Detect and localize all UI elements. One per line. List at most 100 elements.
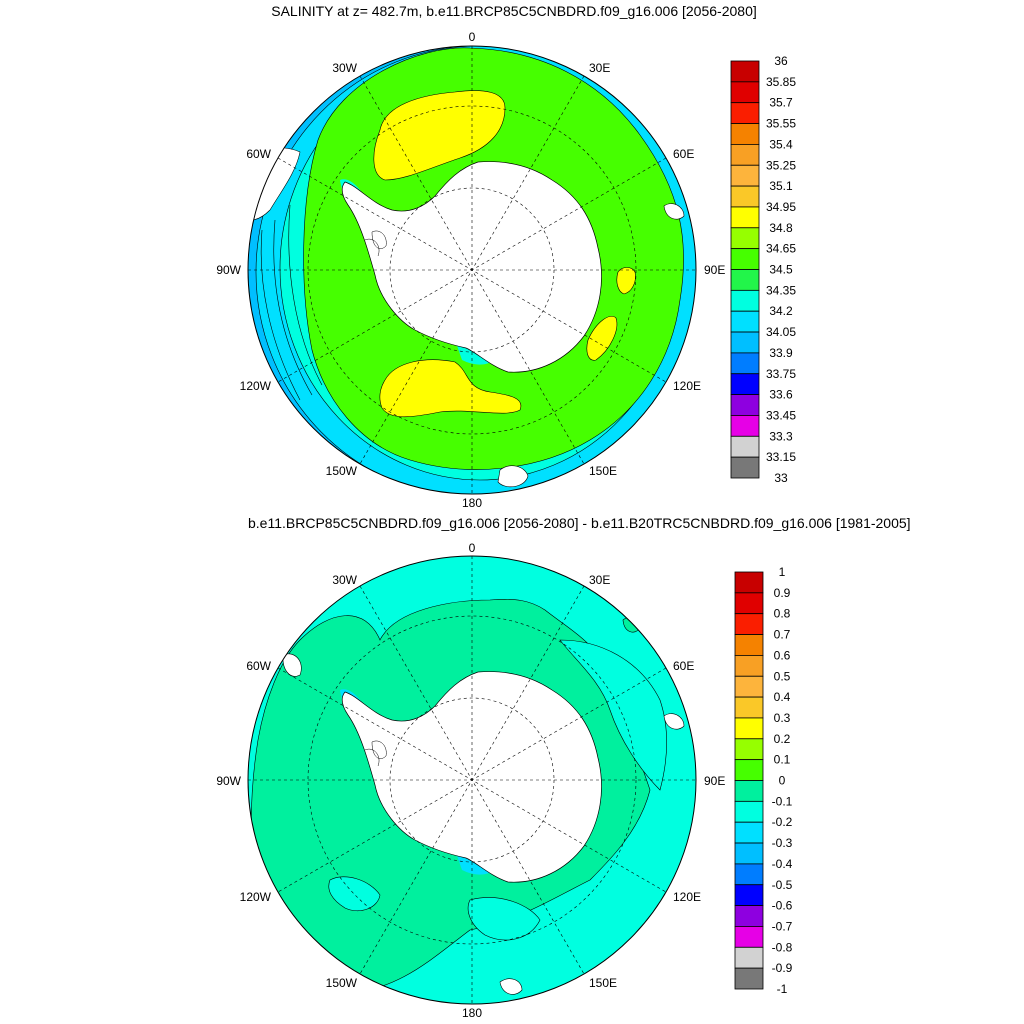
labelbar-label: 34.5 <box>769 263 793 277</box>
labelbar-label: 0.3 <box>774 711 791 725</box>
labelbar-box <box>734 800 764 823</box>
labelbar-box <box>730 123 760 145</box>
salinity-patch-indian-2 <box>586 316 618 361</box>
labelbar-label: 0 <box>779 774 786 788</box>
lon-label-0: 0 <box>469 30 476 44</box>
labelbar-label: -0.3 <box>772 836 793 850</box>
labelbar-label: 33.6 <box>769 388 793 402</box>
labelbar-box <box>730 352 760 375</box>
labelbar-label: 33.3 <box>769 429 793 443</box>
labelbar-box <box>734 905 764 927</box>
salinity-labelbar: 36 35.85 35.7 35.55 35.4 35.25 35.1 34.95 34.8 34… <box>730 54 796 485</box>
labelbar-label: 34.65 <box>766 242 796 256</box>
lon-label-120e: 120E <box>673 890 701 904</box>
lon-label-90w: 90W <box>216 263 241 277</box>
labelbar-box <box>730 331 760 354</box>
island-land <box>663 713 685 730</box>
labelbar-box <box>730 415 760 437</box>
labelbar-box <box>734 780 764 802</box>
lon-label-60e: 60E <box>673 147 694 161</box>
lon-label-90e: 90E <box>704 774 725 788</box>
labelbar-box <box>734 884 764 907</box>
lon-label-60w: 60W <box>246 659 271 673</box>
labelbar-box <box>730 289 760 312</box>
labelbar-box <box>734 675 764 698</box>
map-border <box>247 555 697 1005</box>
labelbar-box <box>734 613 764 635</box>
labelbar-label: 0.5 <box>774 669 791 683</box>
labelbar-label: 0.6 <box>774 648 791 662</box>
labelbar-box <box>734 717 764 740</box>
labelbar-label: -0.8 <box>772 940 793 954</box>
labelbar-box <box>734 842 764 865</box>
labelbar-box <box>734 759 764 781</box>
labelbar-box <box>730 102 760 124</box>
labelbar-box <box>734 571 764 594</box>
labelbar-box <box>730 269 760 291</box>
labelbar-box <box>734 592 764 615</box>
labelbar-label: 34.2 <box>769 304 793 318</box>
labelbar-label: 34.8 <box>769 221 793 235</box>
lon-label-90w: 90W <box>216 774 241 788</box>
lon-label-150w: 150W <box>326 976 358 990</box>
labelbar-label: 36 <box>774 54 788 68</box>
labelbar-box <box>730 206 760 229</box>
labelbar-box <box>730 456 760 479</box>
labelbar-label: 33 <box>774 471 788 485</box>
salinity-patch-indian-1 <box>616 267 636 295</box>
labelbar-label: -0.1 <box>772 794 793 808</box>
labelbar-label: -0.4 <box>772 857 793 871</box>
labelbar-label: 35.1 <box>769 179 793 193</box>
labelbar-label: 35.55 <box>766 117 796 131</box>
labelbar-label: 34.95 <box>766 200 796 214</box>
lon-label-150e: 150E <box>589 976 617 990</box>
labelbar-label: -0.9 <box>772 961 793 975</box>
lon-label-30e: 30E <box>589 61 610 75</box>
labelbar-box <box>730 373 760 396</box>
labelbar-label: 35.85 <box>766 75 796 89</box>
lon-label-30w: 30W <box>332 573 357 587</box>
labelbar-label: 0.1 <box>774 753 791 767</box>
labelbar-label: 35.25 <box>766 158 796 172</box>
labelbar-label: -0.5 <box>772 878 793 892</box>
labelbar-label: 33.15 <box>766 450 796 464</box>
difference-map: 0 180 30W 30E 60W 60E 90W 90E 120W 120E … <box>216 541 792 1020</box>
lon-label-30e: 30E <box>589 573 610 587</box>
labelbar-label: -1 <box>777 982 788 996</box>
island-land <box>497 465 529 488</box>
difference-labelbar: 1 0.9 0.8 0.7 0.6 0.5 0.4 0.3 0.2 0.1 0 -0.1 -0.2 -0.… <box>734 565 793 996</box>
map-title-difference: b.e11.BRCP85C5CNBDRD.f09_g16.006 [2056-2… <box>248 515 911 531</box>
labelbar-box <box>734 967 764 990</box>
labelbar-label: 0.8 <box>774 607 791 621</box>
island-land <box>499 978 523 995</box>
lon-label-120w: 120W <box>240 379 272 393</box>
lon-label-150w: 150W <box>326 464 358 478</box>
labelbar-label: 33.75 <box>766 367 796 381</box>
labelbar-label: 1 <box>779 565 786 579</box>
labelbar-label: 33.45 <box>766 408 796 422</box>
labelbar-box <box>734 946 764 969</box>
lon-label-180: 180 <box>462 496 482 510</box>
salinity-patch-pacific <box>379 359 522 418</box>
labelbar-box <box>734 821 764 844</box>
labelbar-label: -0.6 <box>772 899 793 913</box>
labelbar-box <box>734 738 764 761</box>
map-border <box>247 45 697 495</box>
labelbar-box <box>734 926 764 948</box>
labelbar-box <box>734 634 764 656</box>
antarctica-land <box>341 671 602 883</box>
labelbar-box <box>730 248 760 270</box>
labelbar-label: 0.4 <box>774 690 791 704</box>
labelbar-label: -0.7 <box>772 919 793 933</box>
labelbar-label: 35.4 <box>769 137 793 151</box>
labelbar-box <box>730 310 760 333</box>
labelbar-box <box>730 185 760 208</box>
labelbar-label: 33.9 <box>769 346 793 360</box>
lon-label-0: 0 <box>469 541 476 555</box>
labelbar-box <box>730 227 760 250</box>
labelbar-label: 34.35 <box>766 283 796 297</box>
south-america-land <box>282 653 302 677</box>
lon-label-150e: 150E <box>589 464 617 478</box>
lon-label-180: 180 <box>462 1006 482 1020</box>
